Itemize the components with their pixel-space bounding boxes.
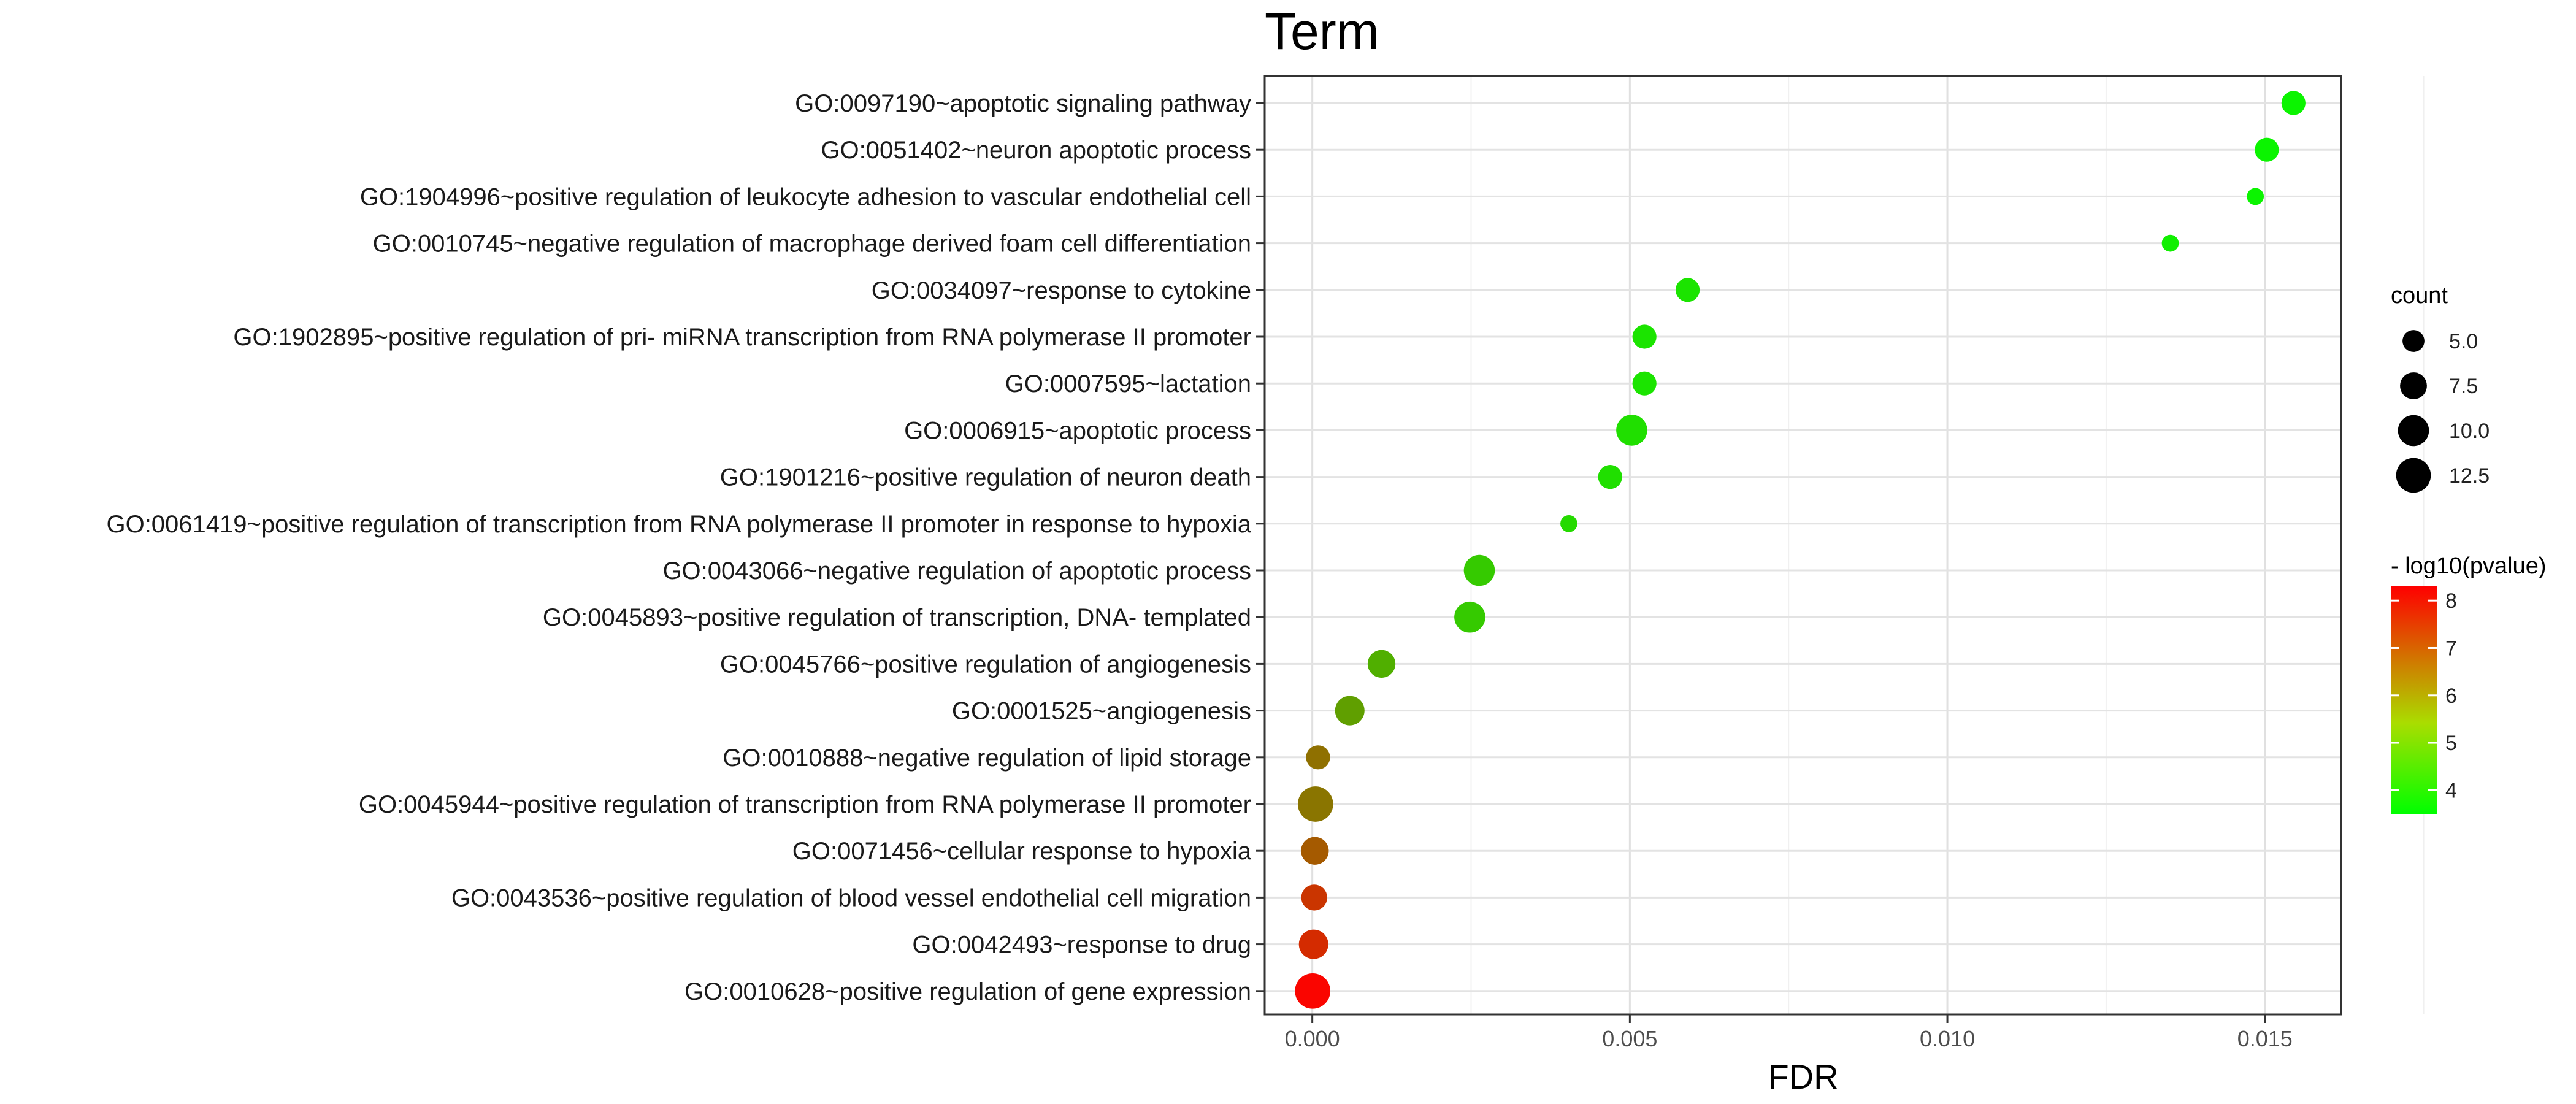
data-point: [1598, 465, 1622, 489]
y-tick-label: GO:0043066~negative regulation of apopto…: [662, 558, 1251, 585]
data-point: [1301, 837, 1329, 865]
y-tick-label: GO:0051402~neuron apoptotic process: [821, 137, 1251, 164]
x-axis-label: FDR: [1768, 1057, 1838, 1096]
color-legend-label: 8: [2445, 589, 2457, 613]
data-point: [1463, 554, 1495, 586]
y-tick-label: GO:0045766~positive regulation of angiog…: [720, 651, 1251, 678]
data-points: [1295, 91, 2306, 1009]
grid-lines: [1265, 76, 2425, 1014]
data-point: [1335, 696, 1365, 726]
y-tick-label: GO:0042493~response to drug: [912, 932, 1251, 959]
color-legend: - log10(pvalue) 4 5 6 7 8: [2391, 553, 2546, 814]
size-legend-key: [2398, 415, 2429, 447]
data-point: [1632, 324, 1657, 349]
size-legend-label: 5.0: [2449, 330, 2478, 353]
data-point: [2247, 188, 2264, 205]
y-tick-label: GO:1901216~positive regulation of neuron…: [720, 464, 1251, 491]
plot-panel: [1265, 76, 2341, 1014]
chart-title: Term: [1265, 2, 1379, 60]
color-legend-label: 7: [2445, 637, 2457, 660]
y-tick-label: GO:0007595~lactation: [1005, 370, 1251, 397]
y-tick-label: GO:0010888~negative regulation of lipid …: [723, 745, 1251, 772]
y-tick-label: GO:0045893~positive regulation of transc…: [543, 604, 1251, 631]
size-legend-label: 10.0: [2449, 420, 2490, 443]
data-point: [2255, 137, 2279, 162]
color-legend-label: 5: [2445, 732, 2457, 755]
data-point: [2161, 234, 2179, 252]
y-tick-label: GO:1902895~positive regulation of pri- m…: [233, 324, 1251, 351]
x-tick-label: 0.015: [2237, 1026, 2293, 1051]
x-tick-label: 0.010: [1920, 1026, 1975, 1051]
y-tick-label: GO:1904996~positive regulation of leukoc…: [360, 183, 1251, 210]
data-point: [1454, 601, 1485, 633]
size-legend-label: 12.5: [2449, 464, 2490, 488]
data-point: [1297, 786, 1333, 822]
y-tick-label: GO:0045944~positive regulation of transc…: [359, 791, 1251, 818]
y-axis: GO:0097190~apoptotic signaling pathway GO…: [106, 90, 1265, 1005]
y-tick-label: GO:0001525~angiogenesis: [952, 698, 1251, 725]
x-tick-label: 0.005: [1602, 1026, 1657, 1051]
size-legend-key: [2396, 458, 2431, 493]
color-legend-bar: [2391, 586, 2437, 814]
color-legend-label: 6: [2445, 684, 2457, 708]
y-tick-label: GO:0061419~positive regulation of transc…: [106, 511, 1251, 538]
color-legend-title: - log10(pvalue): [2391, 553, 2546, 579]
y-tick-label: GO:0097190~apoptotic signaling pathway: [795, 90, 1251, 117]
y-tick-label: GO:0034097~response to cytokine: [872, 277, 1251, 304]
data-point: [1295, 973, 1331, 1009]
size-legend-title: count: [2391, 283, 2448, 309]
y-tick-label: GO:0006915~apoptotic process: [904, 417, 1251, 444]
data-point: [1298, 929, 1328, 959]
data-point: [1560, 515, 1577, 532]
y-tick-label: GO:0043536~positive regulation of blood …: [451, 884, 1251, 911]
x-tick-label: 0.000: [1285, 1026, 1340, 1051]
y-tick-label: GO:0010745~negative regulation of macrop…: [373, 231, 1251, 258]
x-axis: 0.000 0.005 0.010 0.015: [1285, 1014, 2293, 1051]
data-point: [1616, 415, 1647, 446]
y-tick-label: GO:0071456~cellular response to hypoxia: [792, 838, 1252, 865]
size-legend-label: 7.5: [2449, 375, 2478, 398]
y-tick-label: GO:0010628~positive regulation of gene e…: [684, 978, 1251, 1005]
data-point: [1306, 745, 1330, 770]
color-legend-label: 4: [2445, 779, 2457, 802]
data-point: [1675, 278, 1700, 302]
size-legend-key: [2400, 372, 2427, 399]
size-legend-key: [2402, 330, 2425, 352]
data-point: [1367, 650, 1396, 678]
data-point: [1301, 884, 1327, 911]
data-point: [1632, 371, 1657, 396]
data-point: [2281, 91, 2306, 115]
plot-border: [1263, 75, 2342, 1016]
